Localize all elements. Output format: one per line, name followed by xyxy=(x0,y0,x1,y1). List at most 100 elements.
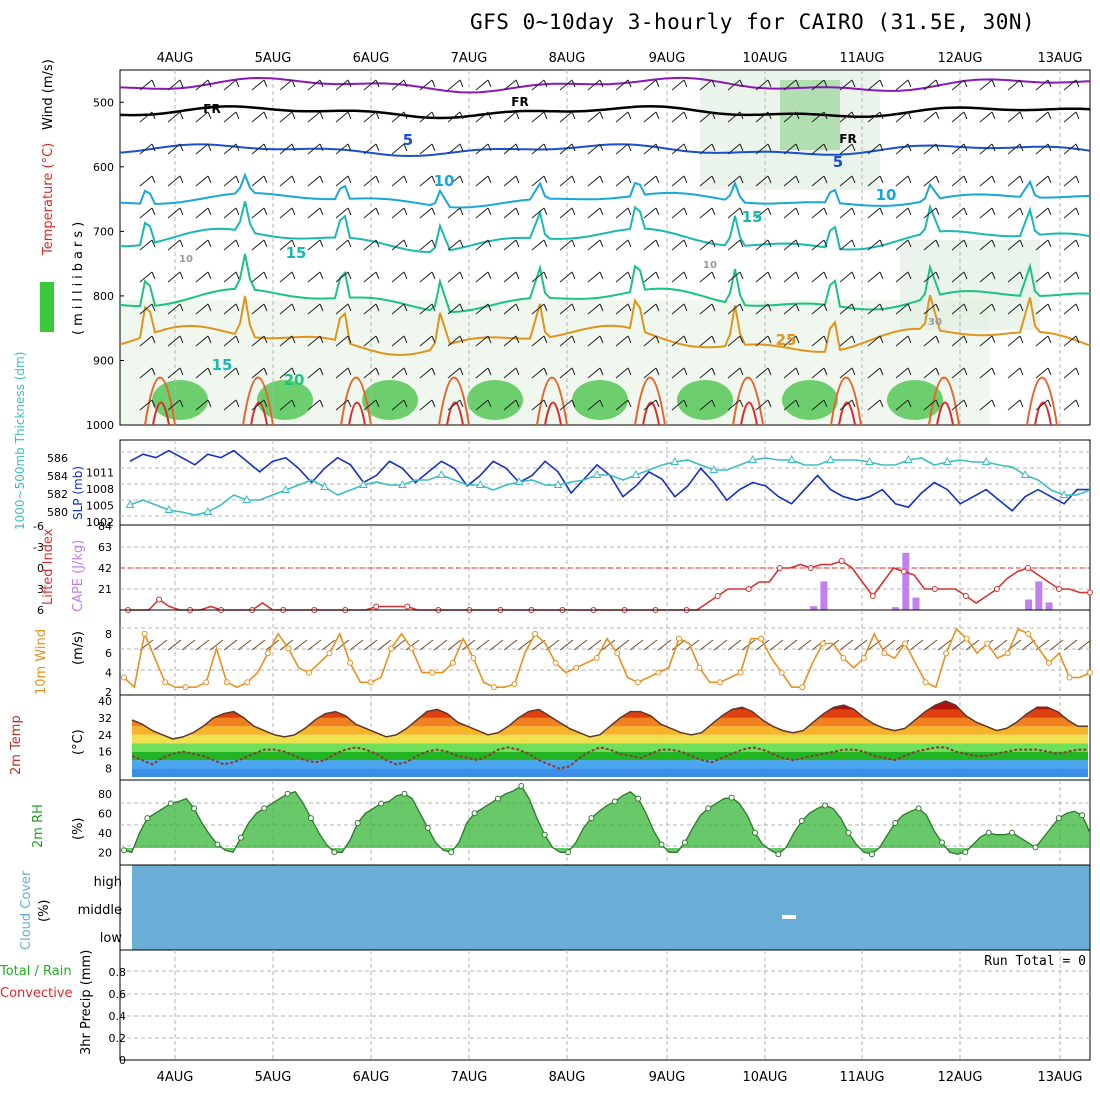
wind-barb xyxy=(643,79,657,91)
rh-point xyxy=(611,798,618,805)
wind-barb-flag xyxy=(263,207,268,216)
wind-barb-flag xyxy=(655,335,660,344)
rh-shade xyxy=(120,300,990,425)
wind-barb xyxy=(755,111,769,123)
wind-barb xyxy=(755,303,769,315)
wind-barb-flag xyxy=(879,175,884,184)
wind-barb xyxy=(391,271,405,283)
wind-barb-flag xyxy=(599,367,604,376)
surface-wind-barb xyxy=(937,639,952,651)
wind-barb xyxy=(615,399,629,411)
wind-barb-flag xyxy=(179,175,184,184)
rh-point xyxy=(331,849,338,856)
wind-barb xyxy=(139,175,153,187)
wind-barb-flag xyxy=(543,111,548,120)
thickness-line-point xyxy=(242,494,252,503)
wind-barb-flag xyxy=(347,143,352,152)
temp-contour-30 xyxy=(830,376,862,426)
rh-ylabel: 2m RH xyxy=(31,804,46,848)
wind-barb-flag xyxy=(935,367,940,376)
wind-barb xyxy=(923,239,937,251)
wind-barb xyxy=(335,399,349,411)
wind-barb xyxy=(895,303,909,315)
lifted-index-line-point xyxy=(993,586,1000,592)
thickness-line-point xyxy=(398,479,407,488)
rh-point xyxy=(588,815,595,822)
wind-barb-flag xyxy=(907,303,912,312)
cloud-unit-label: (%) xyxy=(37,900,52,923)
temp-contour-30 xyxy=(242,376,274,426)
lifted-index-line-point xyxy=(807,565,814,571)
bottom-day-label: 12AUG xyxy=(937,1070,982,1085)
wind-barb-flag xyxy=(963,79,968,88)
top-day-label: 4AUG xyxy=(157,51,194,66)
wind-barb xyxy=(783,207,797,219)
wind-speed-line-point xyxy=(634,679,641,686)
surface-wind-barb xyxy=(615,639,630,651)
wind-barb xyxy=(279,271,293,283)
contour-label: 10 xyxy=(179,254,193,265)
slp-axis-label: SLP (mb) xyxy=(71,466,85,520)
wind-barb xyxy=(559,79,573,91)
wind-speed-line-point xyxy=(429,669,436,676)
surface-wind-barb xyxy=(223,639,238,651)
wind-barb xyxy=(1035,399,1049,411)
wind-barb xyxy=(699,143,713,155)
wind-barb-flag xyxy=(655,399,660,408)
wind-speed-line-point xyxy=(717,679,724,686)
wind-barb-flag xyxy=(739,79,744,88)
wind-barb-flag xyxy=(515,207,520,216)
wind-barb xyxy=(503,175,517,187)
wind-barb xyxy=(923,79,937,91)
rh2m-axis-label: 2m RH xyxy=(31,804,46,848)
temp-band xyxy=(132,726,1088,735)
temp-contour-35 xyxy=(642,401,660,426)
wind-barb-flag xyxy=(207,239,212,248)
thickness-tick: 582 xyxy=(47,488,68,501)
wind-barb-flag xyxy=(1019,207,1024,216)
temp-contour--10 xyxy=(119,76,1091,94)
wind-barb-flag xyxy=(627,175,632,184)
wind-barb xyxy=(671,79,685,91)
wind-barb xyxy=(475,335,489,347)
wind-barb xyxy=(1035,207,1049,219)
wind-barb-flag xyxy=(515,399,520,408)
wind-barb-flag xyxy=(487,79,492,88)
wind-barb-flag xyxy=(207,303,212,312)
thickness-axis-label: 1000~500mb Thickness (dm) xyxy=(13,352,27,530)
wind-barb-flag xyxy=(179,367,184,376)
wind-barb xyxy=(279,111,293,123)
wind-barb-flag xyxy=(907,367,912,376)
pressure-ylabel: (milliibars) xyxy=(71,218,86,335)
li-tick: -3 xyxy=(33,541,44,554)
wind-barb-flag xyxy=(739,111,744,120)
temp-contour-35 xyxy=(544,401,562,426)
wind-barb-flag xyxy=(655,143,660,152)
wind-barb-flag xyxy=(1047,207,1052,216)
wind-speed-line-point xyxy=(203,679,210,686)
wind-barb-flag xyxy=(263,367,268,376)
wind-barb xyxy=(475,367,489,379)
rh-point xyxy=(424,824,431,831)
wind-barb-flag xyxy=(151,79,156,88)
thickness-line-point xyxy=(748,454,758,463)
wind-barb-flag xyxy=(263,143,268,152)
wind-barb-flag xyxy=(963,367,968,376)
wind-barb xyxy=(223,367,237,379)
pressure-tick: 1000 xyxy=(86,419,114,432)
wind-barb xyxy=(279,79,293,91)
wind-barb xyxy=(895,239,909,251)
wind-barb xyxy=(279,399,293,411)
cape-bar xyxy=(902,552,910,610)
slp-ylabel: SLP (mb) xyxy=(71,466,85,520)
wind-barb-flag xyxy=(711,271,716,280)
wind-barb xyxy=(363,79,377,91)
wind-barb-flag xyxy=(487,207,492,216)
wind-barb-flag xyxy=(627,79,632,88)
wind-barb-flag xyxy=(235,79,240,88)
wind-barb-flag xyxy=(991,143,996,152)
wind-barb xyxy=(251,239,265,251)
wind-barb xyxy=(223,111,237,123)
wind-barb xyxy=(643,143,657,155)
